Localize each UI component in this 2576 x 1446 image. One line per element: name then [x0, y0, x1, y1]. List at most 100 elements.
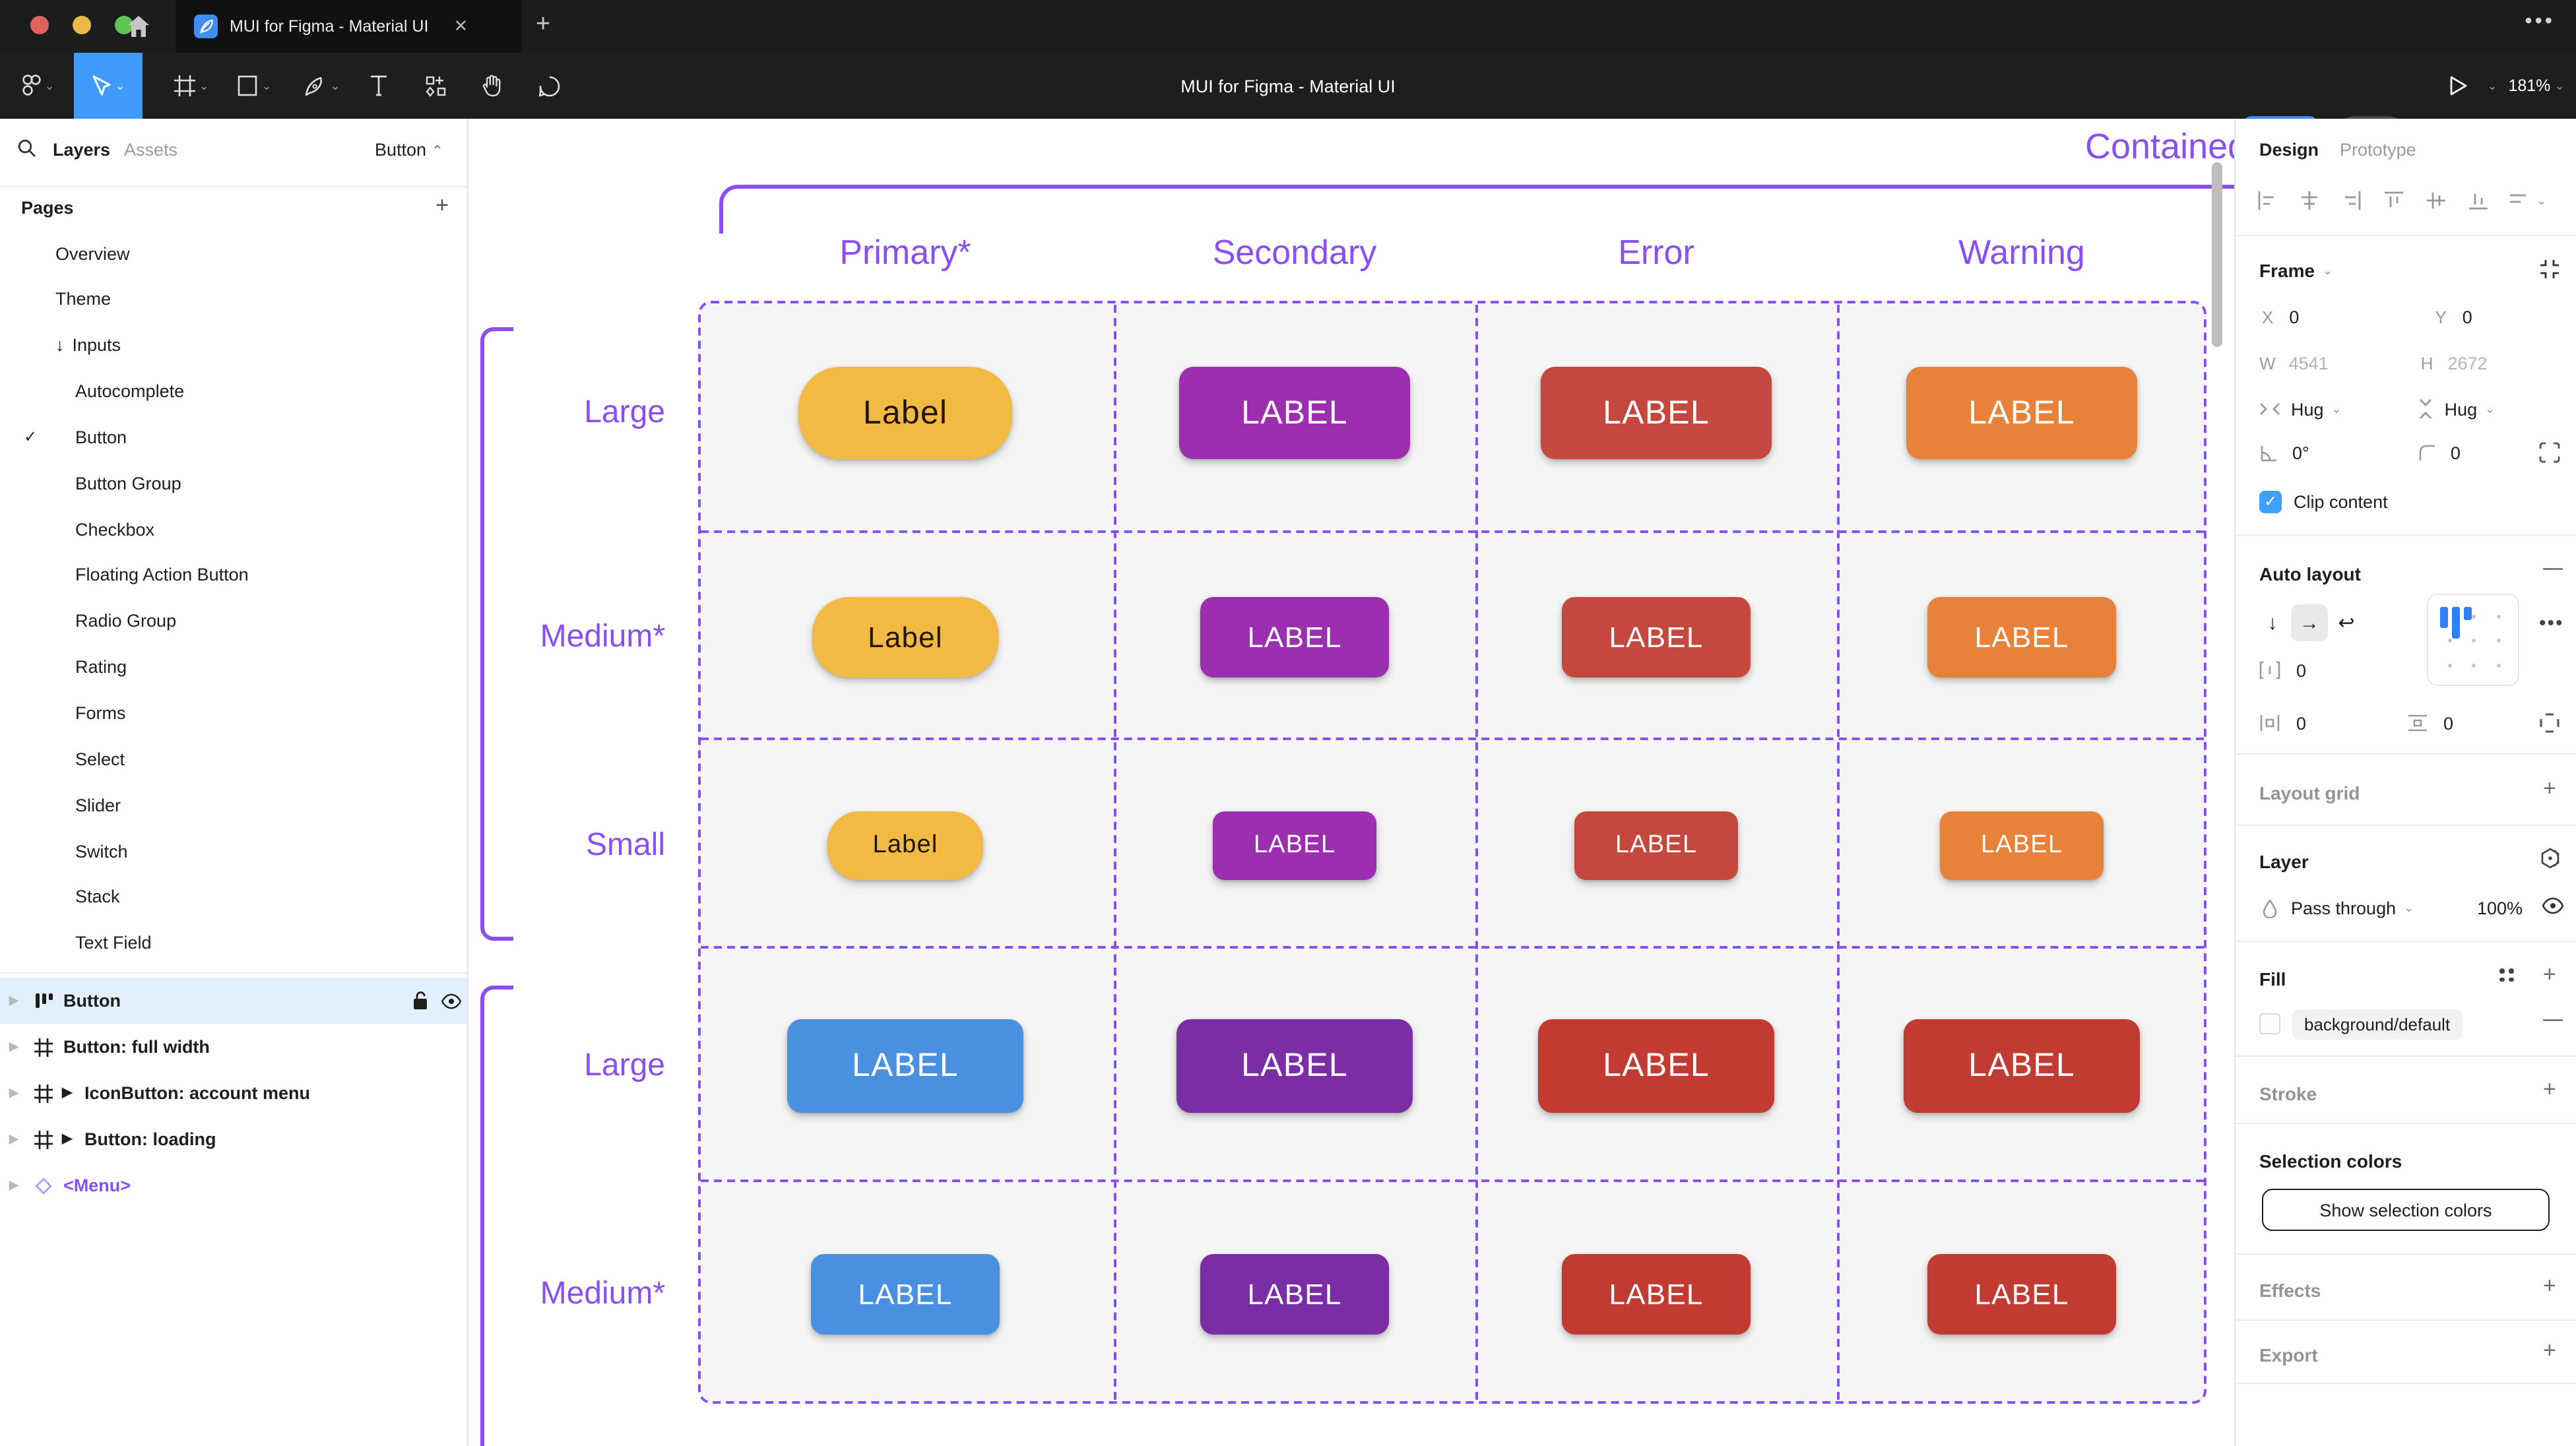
button-variant-r1-c4[interactable]: LABEL: [1906, 367, 2137, 459]
auto-layout-alignment-box[interactable]: [2427, 594, 2519, 686]
button-variant-r2-c4[interactable]: LABEL: [1927, 597, 2116, 677]
add-stroke-button[interactable]: +: [2543, 1077, 2556, 1102]
page-item-inputs[interactable]: ↓ Inputs: [55, 335, 121, 356]
button-variant-r4-c2[interactable]: LABEL: [1176, 1019, 1413, 1113]
button-variant-r5-c2[interactable]: LABEL: [1200, 1254, 1389, 1335]
frame-tool-button[interactable]: ⌄: [174, 75, 209, 96]
column-header-secondary[interactable]: Secondary: [1212, 232, 1377, 272]
expand-chevron-icon[interactable]: ▶: [9, 993, 18, 1007]
button-variant-r4-c4[interactable]: LABEL: [1904, 1019, 2140, 1113]
button-variant-r3-c4[interactable]: LABEL: [1940, 811, 2104, 880]
main-menu-button[interactable]: ⌄: [11, 53, 63, 119]
row-label-large-3[interactable]: Large: [584, 1048, 665, 1083]
tab-layers[interactable]: Layers: [53, 140, 111, 160]
page-item-stack[interactable]: Stack: [75, 887, 120, 907]
remove-fill-button[interactable]: —: [2543, 1008, 2563, 1030]
add-fill-button[interactable]: +: [2543, 962, 2556, 987]
hand-tool-button[interactable]: [470, 53, 515, 119]
blend-mode-value[interactable]: Pass through: [2291, 898, 2397, 918]
hug-v-value[interactable]: Hug: [2444, 399, 2478, 419]
page-item-button[interactable]: ✓ Button: [24, 427, 127, 447]
text-tool-button[interactable]: [359, 53, 399, 119]
column-header-warning[interactable]: Warning: [1958, 232, 2085, 272]
page-item-text-field[interactable]: Text Field: [75, 933, 152, 953]
page-item-rating[interactable]: Rating: [75, 657, 127, 677]
fill-token-chip[interactable]: background/default: [2292, 1009, 2463, 1039]
button-variant-r5-c1[interactable]: LABEL: [811, 1254, 1000, 1335]
add-effect-button[interactable]: +: [2543, 1273, 2556, 1298]
tab-close-icon[interactable]: ✕: [453, 16, 468, 36]
rotation-value[interactable]: 0°: [2292, 443, 2309, 462]
align-right-icon[interactable]: [2341, 190, 2362, 211]
page-item-overview[interactable]: Overview: [55, 243, 130, 263]
expand-chevron-icon[interactable]: ▶: [9, 1086, 18, 1099]
minimize-window-button[interactable]: [73, 16, 91, 34]
search-icon[interactable]: [17, 139, 37, 158]
fill-color-swatch[interactable]: [2259, 1013, 2280, 1034]
close-window-button[interactable]: [30, 16, 49, 34]
gap-value[interactable]: 0: [2296, 660, 2307, 680]
padding-v-value[interactable]: 0: [2443, 713, 2454, 733]
collapse-arrow-icon[interactable]: ↓: [55, 335, 65, 356]
expand-chevron-icon[interactable]: ▶: [9, 1040, 18, 1053]
button-variant-r1-c2[interactable]: LABEL: [1179, 367, 1410, 459]
button-variant-r1-c3[interactable]: LABEL: [1541, 367, 1772, 459]
tab-design[interactable]: Design: [2259, 139, 2319, 159]
pen-tool-button[interactable]: ⌄: [290, 53, 354, 119]
layer-item-menu[interactable]: ▶ <Menu>: [0, 1162, 467, 1209]
h-value[interactable]: 2672: [2447, 353, 2488, 373]
page-item-theme[interactable]: Theme: [55, 289, 112, 309]
show-selection-colors-button[interactable]: Show selection colors: [2262, 1189, 2550, 1231]
auto-layout-wrap-icon[interactable]: ↩: [2338, 612, 2355, 635]
remove-auto-layout-button[interactable]: —: [2543, 557, 2563, 579]
button-variant-r2-c1[interactable]: Label: [812, 597, 998, 677]
column-header-primary[interactable]: Primary*: [839, 232, 971, 272]
page-item-radio-group[interactable]: Radio Group: [75, 611, 177, 631]
home-icon[interactable]: [125, 13, 152, 40]
column-header-error[interactable]: Error: [1618, 232, 1694, 272]
button-variant-r2-c2[interactable]: LABEL: [1200, 597, 1389, 677]
move-tool-button[interactable]: ⌄: [74, 53, 143, 119]
align-h-center-icon[interactable]: [2299, 190, 2320, 211]
button-variant-r2-c3[interactable]: LABEL: [1562, 597, 1751, 677]
add-layout-grid-button[interactable]: +: [2543, 776, 2556, 801]
blend-mode-icon[interactable]: [2539, 847, 2561, 869]
x-value[interactable]: 0: [2289, 307, 2300, 327]
page-item-forms[interactable]: Forms: [75, 703, 126, 723]
button-variant-r4-c1[interactable]: LABEL: [787, 1019, 1023, 1113]
opacity-value[interactable]: 100%: [2477, 898, 2523, 918]
lock-icon[interactable]: [412, 991, 429, 1011]
fill-styles-icon[interactable]: [2499, 968, 2514, 982]
row-label-large-0[interactable]: Large: [584, 394, 665, 430]
align-top-icon[interactable]: [2383, 190, 2404, 211]
auto-layout-vertical-icon[interactable]: ↓: [2267, 612, 2278, 634]
layer-item-button-full-width[interactable]: ▶ Button: full width: [0, 1024, 467, 1070]
tab-prototype[interactable]: Prototype: [2340, 139, 2416, 159]
page-item-floating-action-button[interactable]: Floating Action Button: [75, 565, 249, 585]
add-page-button[interactable]: +: [435, 193, 449, 218]
row-label-small-2[interactable]: Small: [585, 827, 665, 863]
align-bottom-icon[interactable]: [2468, 190, 2489, 211]
page-item-autocomplete[interactable]: Autocomplete: [75, 381, 185, 402]
new-tab-button[interactable]: +: [536, 11, 551, 38]
button-variant-r4-c3[interactable]: LABEL: [1538, 1019, 1774, 1113]
button-variant-r5-c3[interactable]: LABEL: [1562, 1254, 1751, 1335]
auto-layout-more-icon[interactable]: •••: [2539, 612, 2564, 635]
tab-assets[interactable]: Assets: [124, 140, 178, 160]
visibility-eye-icon[interactable]: [441, 993, 462, 1009]
expand-chevron-icon[interactable]: ▶: [9, 1178, 18, 1191]
independent-corners-icon[interactable]: [2539, 442, 2560, 463]
frame-section-title[interactable]: Frame: [2259, 260, 2315, 281]
align-left-icon[interactable]: [2257, 190, 2278, 211]
padding-h-value[interactable]: 0: [2296, 713, 2307, 733]
document-tab[interactable]: MUI for Figma - Material UI ✕: [176, 0, 521, 53]
row-label-medium-1[interactable]: Medium*: [540, 619, 665, 654]
hug-h-value[interactable]: Hug: [2291, 399, 2324, 419]
resources-tool-button[interactable]: [412, 53, 459, 119]
button-variant-r3-c2[interactable]: LABEL: [1213, 811, 1376, 880]
layer-item-iconbutton-account-menu[interactable]: ▶ ▶ IconButton: account menu: [0, 1070, 467, 1116]
window-more-icon[interactable]: •••: [2525, 11, 2555, 33]
button-variant-r3-c1[interactable]: Label: [827, 811, 983, 880]
row-label-medium-4[interactable]: Medium*: [540, 1276, 665, 1311]
distribute-icon[interactable]: [2507, 190, 2528, 211]
